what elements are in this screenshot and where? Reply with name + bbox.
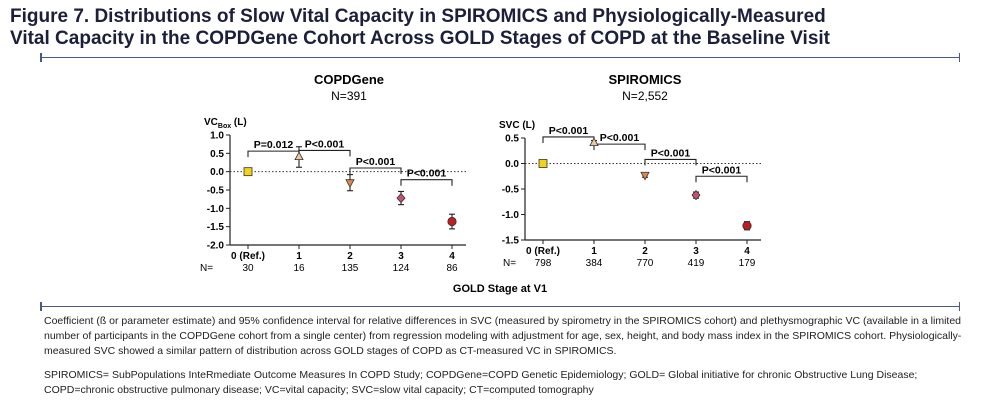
y-tick-label: 0.5 bbox=[210, 149, 224, 160]
y-tick-label: 0.0 bbox=[505, 159, 519, 170]
figure-title-line1: Figure 7. Distributions of Slow Vital Ca… bbox=[10, 6, 826, 27]
comparison-bracket bbox=[400, 179, 453, 186]
x-tick-label: 4 bbox=[744, 246, 750, 257]
figure-title-line2: Vital Capacity in the COPDGene Cohort Ac… bbox=[10, 28, 831, 49]
x-tick-label: 0 (Ref.) bbox=[231, 251, 265, 262]
panel-title: COPDGene bbox=[314, 72, 384, 87]
chart-panel-copdgene: COPDGene N=391 VCBox (L)1.0 0.5 0.0 -0.5 -1.0 -… bbox=[200, 72, 466, 274]
y-tick-label: 0.0 bbox=[210, 167, 224, 178]
y-tick-label: -0.5 bbox=[502, 185, 520, 196]
x-axis-title: GOLD Stage at V1 bbox=[453, 283, 547, 295]
y-axis-label: SVC (L) bbox=[499, 120, 535, 131]
data-point-triangle-up bbox=[589, 137, 599, 146]
x-tick-label: 4 bbox=[449, 251, 455, 262]
x-tick-label: 2 bbox=[347, 251, 353, 262]
n-row-label: N= bbox=[200, 263, 213, 274]
comparison-p-value: P<0.001 bbox=[356, 156, 396, 168]
top-divider bbox=[40, 53, 960, 62]
data-point-triangle-down bbox=[640, 171, 650, 181]
comparison-p-value: P<0.001 bbox=[549, 125, 589, 137]
n-value: 179 bbox=[739, 258, 756, 269]
comparison-p-value: P<0.001 bbox=[600, 132, 640, 144]
bottom-divider bbox=[40, 302, 960, 311]
x-tick-label: 1 bbox=[296, 251, 302, 262]
n-value: 86 bbox=[446, 263, 458, 274]
abbreviations-paragraph: SPIROMICS= SubPopulations InteRmediate O… bbox=[44, 369, 918, 396]
y-tick-label: 0.5 bbox=[505, 134, 519, 145]
n-row-label: N= bbox=[503, 258, 516, 269]
y-tick-label: -1.5 bbox=[502, 236, 520, 247]
caption-paragraph: Coefficient (ß or parameter estimate) an… bbox=[44, 315, 962, 357]
x-tick-label: 2 bbox=[642, 246, 648, 257]
comparison-bracket bbox=[349, 167, 402, 174]
comparison-p-value: P<0.001 bbox=[702, 164, 742, 176]
data-point-triangle-down bbox=[345, 179, 355, 189]
chart-panel-spiromics: SPIROMICS N=2,552 SVC (L) 0.5 0.0 -0.5 -1.0 -1.… bbox=[499, 72, 761, 269]
x-tick-label: 3 bbox=[693, 246, 699, 257]
data-point-circle bbox=[447, 216, 457, 227]
y-tick-label: -1.0 bbox=[207, 204, 225, 215]
n-value: 798 bbox=[535, 258, 552, 269]
comparison-bracket bbox=[247, 150, 300, 158]
x-tick-label: 1 bbox=[591, 246, 597, 257]
panel-subtitle: N=391 bbox=[331, 89, 367, 103]
data-point-triangle-up bbox=[294, 151, 304, 161]
y-axis-label: VCBox (L) bbox=[204, 117, 247, 130]
chart-area: COPDGene N=391 VCBox (L)1.0 0.5 0.0 -0.5 -1.0 -… bbox=[200, 72, 761, 295]
comparison-bracket bbox=[298, 149, 351, 157]
comparison-p-value: P=0.012 bbox=[254, 139, 294, 151]
n-value: 30 bbox=[242, 263, 254, 274]
comparison-p-value: P<0.001 bbox=[305, 138, 345, 150]
data-point-diamond bbox=[691, 190, 701, 201]
data-point-circle bbox=[742, 221, 752, 231]
y-tick-label: -1.5 bbox=[207, 222, 225, 233]
y-tick-label: 1.0 bbox=[210, 131, 224, 142]
n-value: 419 bbox=[688, 258, 705, 269]
comparison-bracket bbox=[644, 158, 697, 166]
comparison-p-value: P<0.001 bbox=[407, 168, 447, 180]
comparison-p-value: P<0.001 bbox=[651, 147, 691, 159]
data-point-square bbox=[538, 159, 548, 168]
y-tick-label: -0.5 bbox=[207, 186, 225, 197]
n-value: 384 bbox=[586, 258, 603, 269]
x-tick-label: 3 bbox=[398, 251, 404, 262]
comparison-bracket bbox=[542, 136, 595, 143]
figure-title: Figure 7. Distributions of Slow Vital Ca… bbox=[10, 6, 990, 50]
data-point-square bbox=[243, 167, 253, 177]
data-point-diamond bbox=[396, 192, 406, 204]
comparison-bracket bbox=[593, 143, 646, 151]
y-tick-label: -1.0 bbox=[502, 210, 520, 221]
n-value: 770 bbox=[637, 258, 654, 269]
x-tick-label: 0 (Ref.) bbox=[526, 246, 560, 257]
n-value: 135 bbox=[342, 263, 359, 274]
panel-subtitle: N=2,552 bbox=[622, 89, 668, 103]
panel-title: SPIROMICS bbox=[609, 72, 682, 87]
y-tick-label: -2.0 bbox=[207, 241, 225, 252]
comparison-bracket bbox=[695, 175, 748, 183]
n-value: 16 bbox=[293, 263, 305, 274]
n-value: 124 bbox=[393, 263, 410, 274]
